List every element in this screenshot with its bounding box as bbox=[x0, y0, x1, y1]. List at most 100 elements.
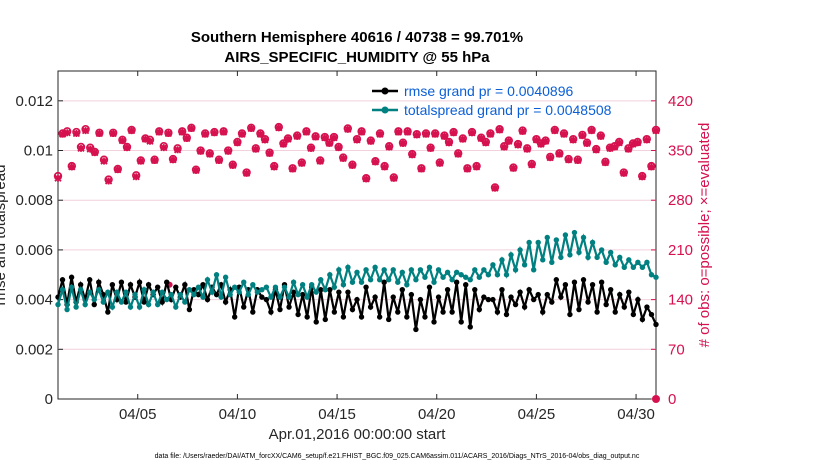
x-tick-label: 04/30 bbox=[617, 406, 655, 423]
series-point-rmse bbox=[109, 281, 116, 288]
obs-evaluated-marker bbox=[330, 134, 338, 142]
series-point-totalspread bbox=[195, 284, 202, 290]
series-point-rmse bbox=[59, 277, 66, 283]
obs-evaluated-marker bbox=[311, 133, 320, 141]
obs-evaluated-marker bbox=[284, 135, 292, 143]
series-point-rmse bbox=[648, 311, 655, 318]
series-point-rmse bbox=[404, 314, 410, 320]
series-point-totalspread bbox=[132, 291, 138, 298]
series-point-totalspread bbox=[499, 257, 505, 263]
series-point-rmse bbox=[517, 289, 523, 295]
series-point-rmse bbox=[540, 309, 546, 315]
obs-evaluated-marker bbox=[298, 159, 306, 167]
series-point-totalspread bbox=[594, 254, 600, 261]
series-point-totalspread bbox=[467, 277, 473, 283]
series-point-totalspread bbox=[241, 279, 247, 285]
obs-evaluated-marker bbox=[399, 139, 407, 148]
obs-evaluated-marker bbox=[242, 169, 251, 177]
series-point-totalspread bbox=[607, 249, 614, 256]
obs-evaluated-marker bbox=[58, 130, 67, 138]
series-point-rmse bbox=[231, 314, 238, 320]
series-point-totalspread bbox=[127, 304, 134, 310]
obs-evaluated-marker bbox=[583, 139, 591, 148]
series-point-totalspread bbox=[154, 301, 161, 308]
obs-evaluated-marker bbox=[592, 146, 600, 154]
series-point-totalspread bbox=[105, 289, 111, 295]
series-point-totalspread bbox=[404, 281, 410, 288]
series-point-totalspread bbox=[549, 259, 555, 266]
y-tick-label: 0.012 bbox=[15, 93, 53, 110]
series-point-rmse bbox=[268, 309, 274, 315]
y2-tick-label: 70 bbox=[668, 341, 685, 358]
x-tick-label: 04/20 bbox=[418, 406, 456, 423]
obs-evaluated-marker bbox=[610, 143, 619, 151]
series-point-rmse bbox=[376, 314, 383, 320]
obs-evaluated-marker bbox=[192, 166, 200, 175]
obs-evaluated-marker bbox=[643, 136, 651, 144]
series-point-rmse bbox=[399, 286, 406, 293]
legend-marker-rmse bbox=[381, 87, 389, 95]
series-point-rmse bbox=[594, 309, 600, 315]
series-point-rmse bbox=[598, 279, 605, 285]
series-point-rmse bbox=[295, 311, 301, 318]
obs-evaluated-marker bbox=[587, 126, 596, 135]
series-point-rmse bbox=[549, 299, 555, 305]
y2-tick-label: 420 bbox=[668, 93, 693, 110]
series-point-rmse bbox=[222, 299, 229, 305]
series-point-totalspread bbox=[191, 291, 197, 298]
series-point-rmse bbox=[630, 311, 637, 318]
series-point-totalspread bbox=[567, 252, 573, 258]
series-point-rmse bbox=[263, 296, 270, 303]
series-point-totalspread bbox=[426, 264, 433, 271]
legend-marker-totalspread bbox=[381, 106, 389, 114]
obs-evaluated-marker bbox=[77, 144, 85, 153]
series-point-rmse bbox=[395, 309, 401, 315]
series-point-totalspread bbox=[503, 272, 510, 278]
grid bbox=[58, 100, 656, 350]
obs-evaluated-marker bbox=[224, 147, 232, 155]
series-point-rmse bbox=[530, 296, 537, 303]
series-point-rmse bbox=[290, 289, 297, 295]
series-point-totalspread bbox=[77, 286, 84, 293]
obs-evaluated-marker bbox=[537, 140, 545, 148]
obs-evaluated-marker bbox=[100, 157, 108, 165]
series-point-totalspread bbox=[114, 289, 120, 295]
series-point-totalspread bbox=[390, 267, 396, 273]
series-point-rmse bbox=[589, 281, 596, 288]
obs-evaluated-marker bbox=[638, 173, 646, 181]
series-point-totalspread bbox=[598, 247, 605, 253]
series-point-rmse bbox=[136, 279, 143, 285]
obs-evaluated-marker bbox=[302, 128, 311, 136]
obs-evaluated-marker bbox=[72, 129, 81, 138]
series-point-rmse bbox=[607, 286, 614, 293]
series-point-rmse bbox=[553, 277, 560, 283]
series-point-totalspread bbox=[159, 289, 165, 295]
obs-evaluated-marker bbox=[270, 163, 278, 171]
obs-evaluated-marker bbox=[123, 144, 131, 152]
series-point-totalspread bbox=[327, 272, 333, 278]
series-point-rmse bbox=[349, 306, 356, 313]
series-point-rmse bbox=[472, 286, 478, 293]
obs-evaluated-marker bbox=[509, 164, 518, 172]
obs-evaluated-marker bbox=[362, 175, 370, 183]
obs-evaluated-marker bbox=[371, 158, 380, 166]
x-tick-label: 04/15 bbox=[318, 406, 356, 423]
obs-evaluated-marker bbox=[229, 161, 237, 170]
series-point-totalspread bbox=[173, 304, 179, 310]
series-point-totalspread bbox=[236, 289, 242, 295]
series-point-totalspread bbox=[571, 229, 578, 236]
obs-evaluated-marker bbox=[118, 136, 127, 145]
obs-evaluated-marker bbox=[606, 144, 614, 153]
obs-evaluated-marker bbox=[380, 163, 389, 171]
series-point-totalspread bbox=[526, 239, 532, 246]
y-tick-label: 0 bbox=[45, 391, 53, 408]
obs-evaluated-marker bbox=[541, 137, 550, 145]
obs-evaluated-marker bbox=[491, 184, 499, 192]
series-point-totalspread bbox=[272, 284, 279, 290]
x-axis-label: Apr.01,2016 00:00:00 start bbox=[269, 426, 447, 443]
series-point-totalspread bbox=[268, 294, 274, 300]
series-point-rmse bbox=[186, 306, 193, 313]
series-lines bbox=[55, 229, 659, 333]
series-point-rmse bbox=[499, 286, 505, 293]
y-tick-label: 0.008 bbox=[15, 192, 53, 209]
